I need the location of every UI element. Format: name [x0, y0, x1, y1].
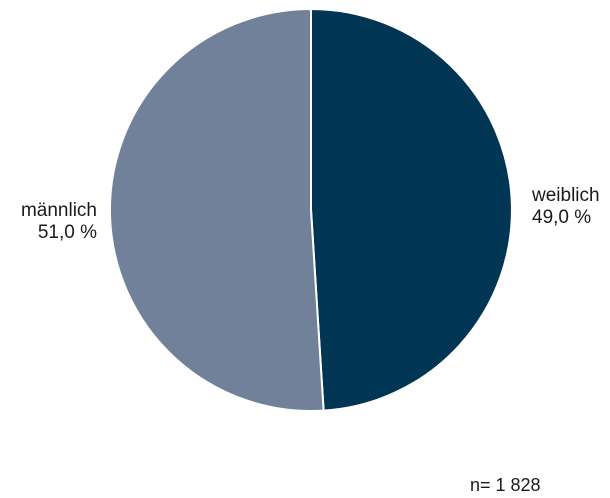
slice-value-weiblich: 49,0 % [532, 207, 592, 228]
slice-value-maennlich: 51,0 % [37, 222, 97, 243]
slice-name-weiblich: weiblich [532, 185, 600, 206]
slice-label-weiblich: weiblich 49,0 % [532, 185, 600, 229]
pie-slice-maennlich [108, 8, 325, 412]
pie-slice-weiblich [310, 8, 513, 412]
slice-name-maennlich: männlich [20, 200, 97, 221]
slice-label-maennlich: männlich 51,0 % [0, 200, 97, 244]
sample-size-label: n= 1 828 [470, 475, 541, 495]
